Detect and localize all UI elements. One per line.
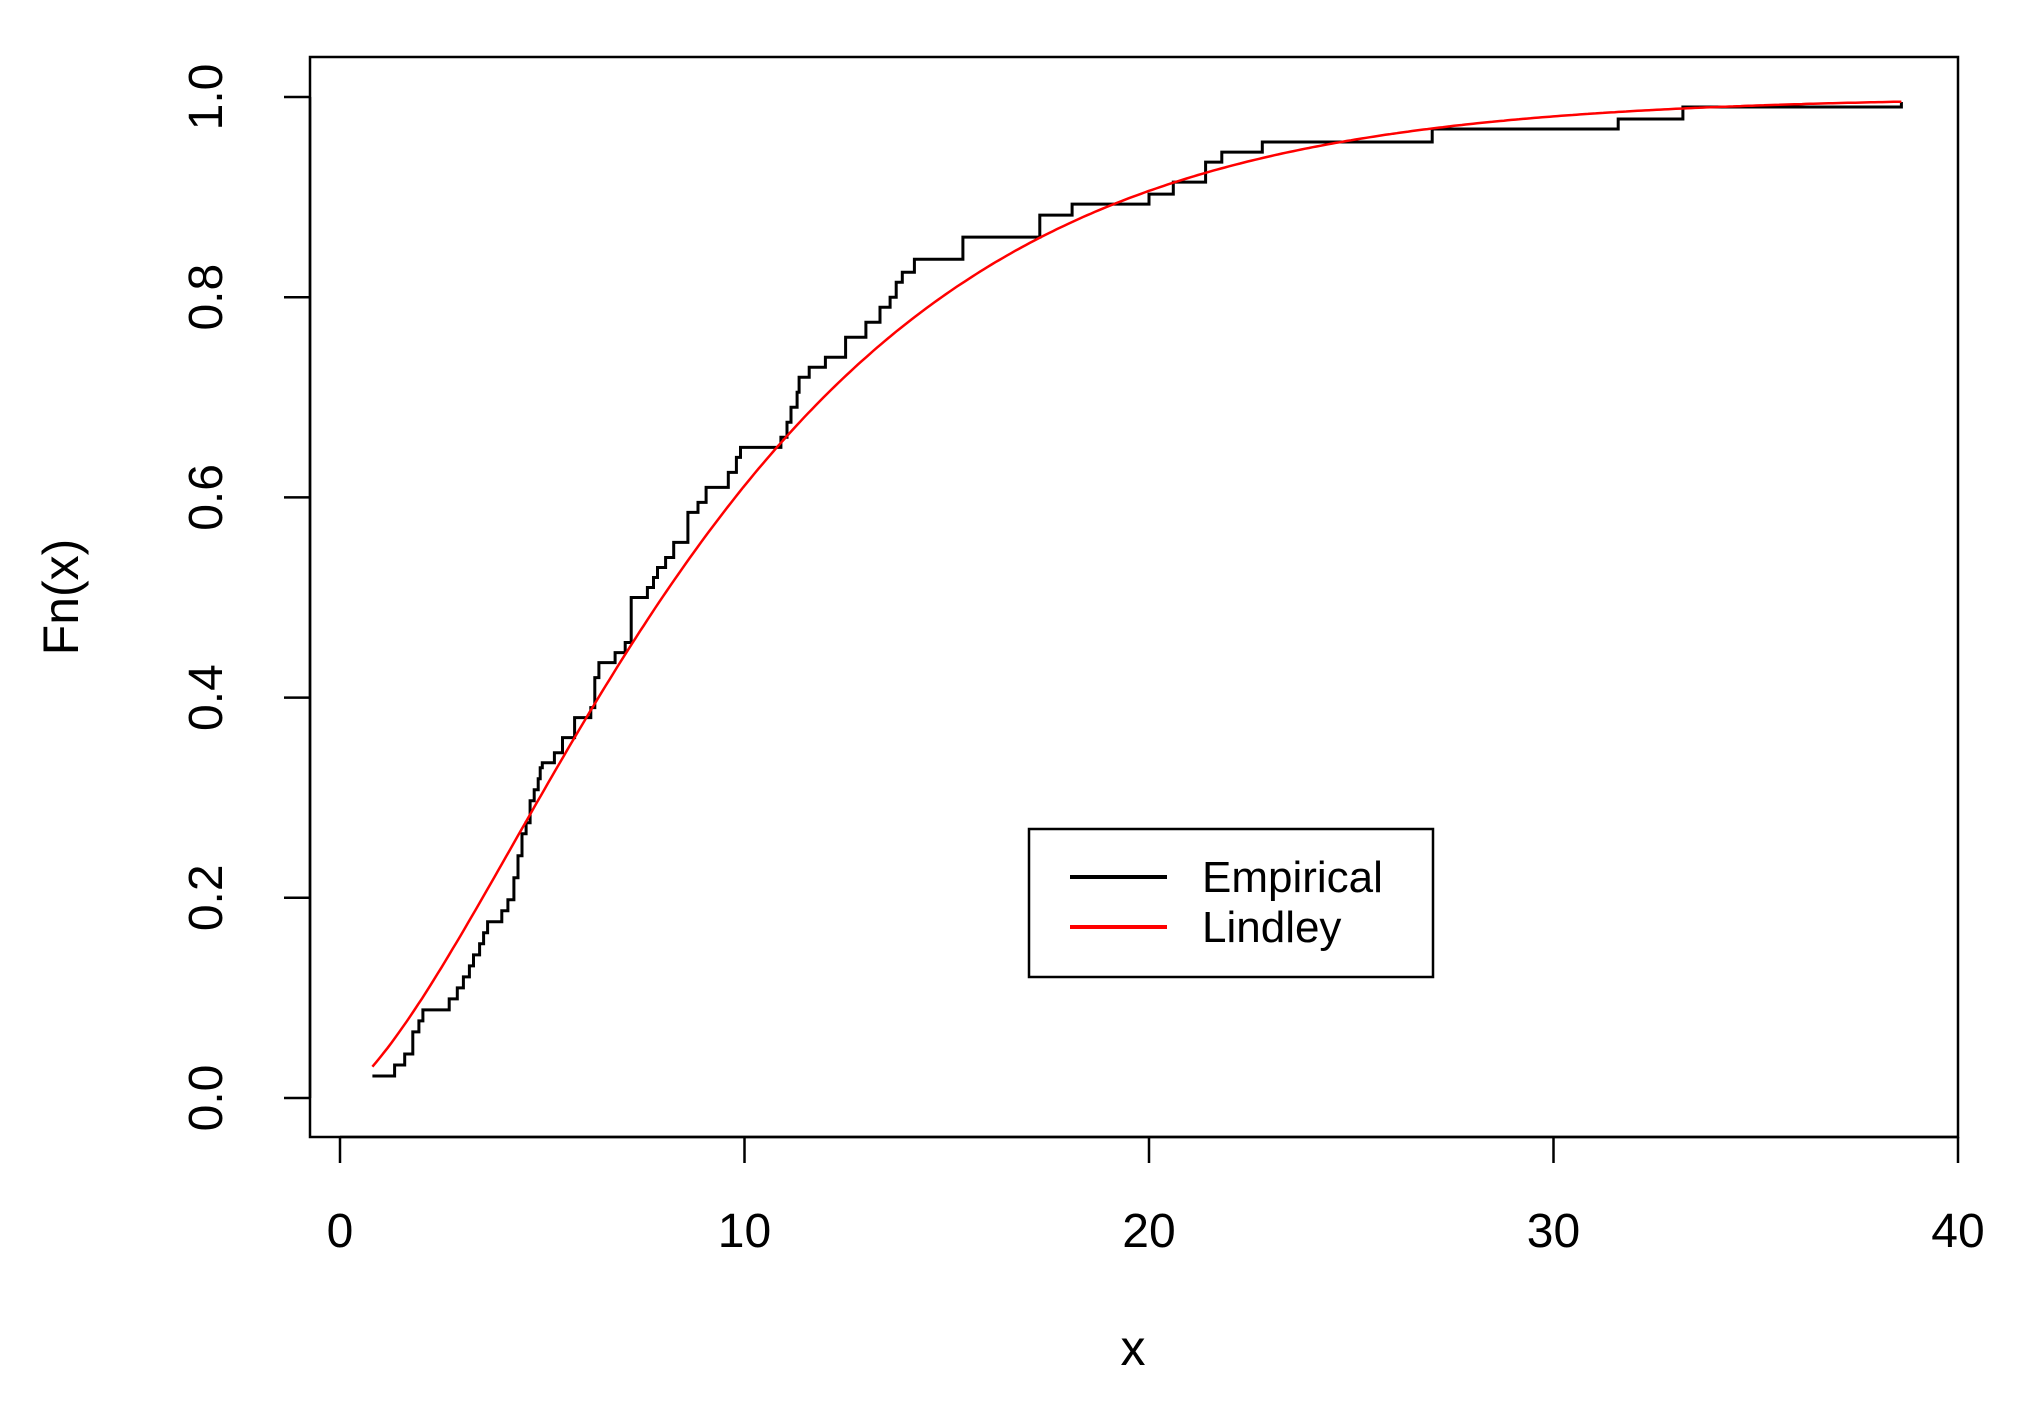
series-line-empirical [372,102,1903,1078]
series-layer [371,100,1903,1078]
x-tick-label: 20 [1122,1205,1175,1258]
legend-label-empirical: Empirical [1202,853,1383,902]
y-axis-title: Fn(x) [33,539,89,656]
legend-box [1027,827,1435,979]
x-tick-label: 40 [1931,1205,1984,1258]
x-tick-label: 0 [327,1205,354,1258]
x-tick-label: 30 [1527,1205,1580,1258]
legend: Empirical Lindley [1027,827,1435,979]
legend-label-lindley: Lindley [1202,903,1341,952]
x-tick-label: 10 [718,1205,771,1258]
y-tick-label: 0.8 [180,264,233,331]
series-line-lindley [371,100,1902,1068]
plot-frame [308,55,1960,1139]
y-tick-label: 0.4 [180,664,233,731]
y-tick-label: 0.6 [180,464,233,531]
y-tick-label: 0.2 [180,864,233,931]
y-tick-label: 0.0 [180,1065,233,1132]
x-axis-title: x [1121,1320,1146,1376]
y-tick-label: 1.0 [180,64,233,131]
